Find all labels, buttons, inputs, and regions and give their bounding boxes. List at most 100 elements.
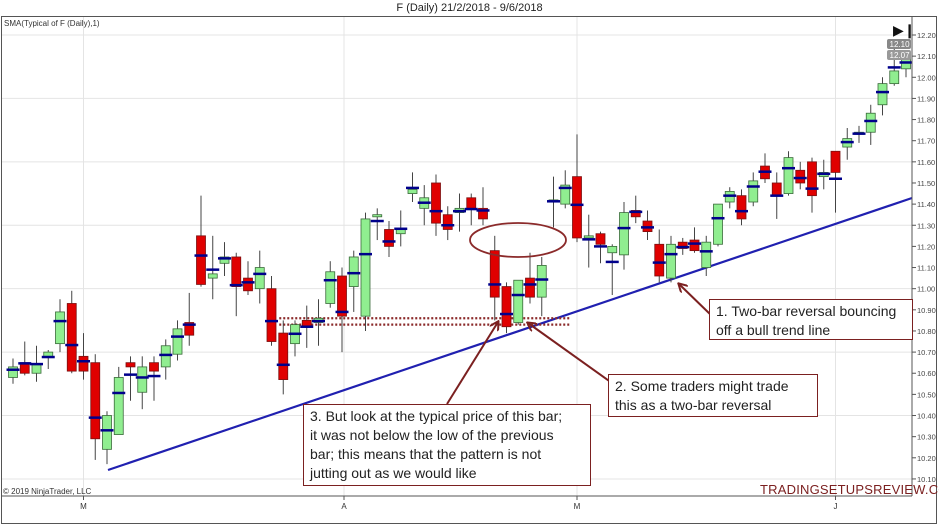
candle-body — [266, 288, 277, 342]
annotation-line: it was not below the low of the previous — [310, 427, 554, 443]
candle — [124, 356, 137, 401]
last-price-label: 12.10 12.07 — [887, 39, 911, 60]
y-tick-label: 10.20 — [917, 454, 936, 463]
annotation-line: off a bull trend line — [716, 322, 831, 338]
candle — [829, 150, 842, 213]
candle — [394, 210, 408, 247]
candle — [641, 210, 654, 241]
candle — [523, 252, 537, 304]
candle-body — [207, 273, 218, 279]
candle — [265, 275, 278, 346]
candle — [171, 320, 184, 361]
candle — [253, 250, 267, 304]
candle-body — [677, 241, 688, 249]
y-tick-label: 11.70 — [917, 137, 935, 146]
y-tick-label: 12.10 — [917, 52, 936, 61]
candle — [864, 104, 878, 145]
trend-line — [107, 196, 913, 472]
candle-body — [783, 157, 794, 194]
candle — [382, 221, 396, 257]
candle-body — [654, 243, 665, 277]
y-tick-label: 11.20 — [917, 242, 935, 251]
candle-body — [489, 250, 500, 298]
price-axis: 12.20 12.10 12.00 11.90 11.80 11.70 11.60 11.50… — [912, 31, 936, 484]
candle-body — [43, 351, 54, 357]
candle-body — [31, 364, 42, 374]
candle — [476, 187, 490, 226]
candle — [159, 339, 173, 380]
candle-body — [666, 243, 676, 279]
candle-body — [78, 355, 89, 372]
candle-body — [219, 256, 230, 264]
y-tick-label: 11.80 — [917, 116, 935, 125]
candle-body — [172, 328, 183, 355]
candle — [464, 193, 478, 226]
y-tick-label: 11.40 — [917, 200, 935, 209]
candle-body — [160, 345, 171, 368]
highlight-ellipse — [469, 222, 567, 258]
candle — [558, 170, 572, 209]
candle-body — [337, 275, 347, 317]
candle — [770, 172, 784, 219]
candle-body — [630, 210, 641, 218]
annotation-line: jutting out as we would like — [310, 465, 477, 481]
candle — [817, 159, 831, 190]
candle-body — [830, 150, 841, 173]
annotation-line: this as a two-bar reversal — [615, 397, 772, 413]
candle — [300, 305, 314, 348]
candle — [241, 261, 255, 296]
candle-body — [407, 188, 418, 194]
candle-body — [196, 235, 206, 285]
candle — [758, 153, 772, 183]
candle-body — [395, 229, 406, 235]
y-tick-label: 11.60 — [917, 158, 935, 167]
candle-body — [184, 322, 195, 336]
candle — [30, 345, 43, 382]
arrow-3 — [446, 322, 498, 405]
candle — [441, 206, 455, 241]
candle-body — [243, 277, 253, 292]
candle-body — [525, 277, 535, 298]
y-tick-label: 11.50 — [917, 179, 935, 188]
candle — [805, 157, 819, 213]
y-tick-label: 12.00 — [917, 73, 936, 82]
annotation-line: 2. Some traders might trade — [615, 378, 789, 394]
candle-body — [748, 180, 759, 203]
candle-body — [442, 214, 453, 230]
candle-body — [865, 112, 876, 133]
candle-body — [889, 70, 900, 85]
skip-to-end-icon[interactable]: ▶❙ — [893, 22, 916, 38]
y-tick-label: 10.90 — [917, 306, 936, 315]
candle — [194, 195, 208, 287]
candle — [323, 261, 337, 308]
y-tick-label: 11.90 — [917, 94, 935, 103]
candle — [417, 185, 431, 226]
candle — [112, 366, 126, 435]
candle — [746, 172, 760, 207]
candle — [347, 250, 361, 312]
candle — [840, 128, 854, 160]
candle — [370, 208, 384, 241]
y-tick-label: 12.20 — [917, 31, 936, 40]
candle — [65, 290, 79, 374]
candle-body — [466, 197, 477, 209]
candle-body — [501, 286, 512, 328]
watermark: TRADINGSETUPSREVIEW.COM — [760, 482, 939, 497]
candle — [335, 267, 349, 353]
annotation-line: bar; this means that the pattern is not — [310, 446, 542, 462]
candles — [6, 45, 913, 465]
candle — [406, 172, 419, 203]
annotation-line: 3. But look at the typical price of this… — [310, 408, 563, 424]
last-price-value: 12.10 — [890, 40, 911, 49]
candle-body — [607, 245, 618, 254]
candle — [229, 252, 243, 317]
arrow-2 — [528, 323, 613, 384]
candle — [218, 242, 231, 276]
copyright: © 2019 NinjaTrader, LLC — [3, 487, 92, 496]
candle-body — [125, 362, 136, 368]
candle — [312, 299, 325, 346]
chart-title: F (Daily) 21/2/2018 - 9/6/2018 — [396, 2, 543, 14]
candle — [735, 189, 748, 226]
candle-body — [736, 195, 747, 220]
